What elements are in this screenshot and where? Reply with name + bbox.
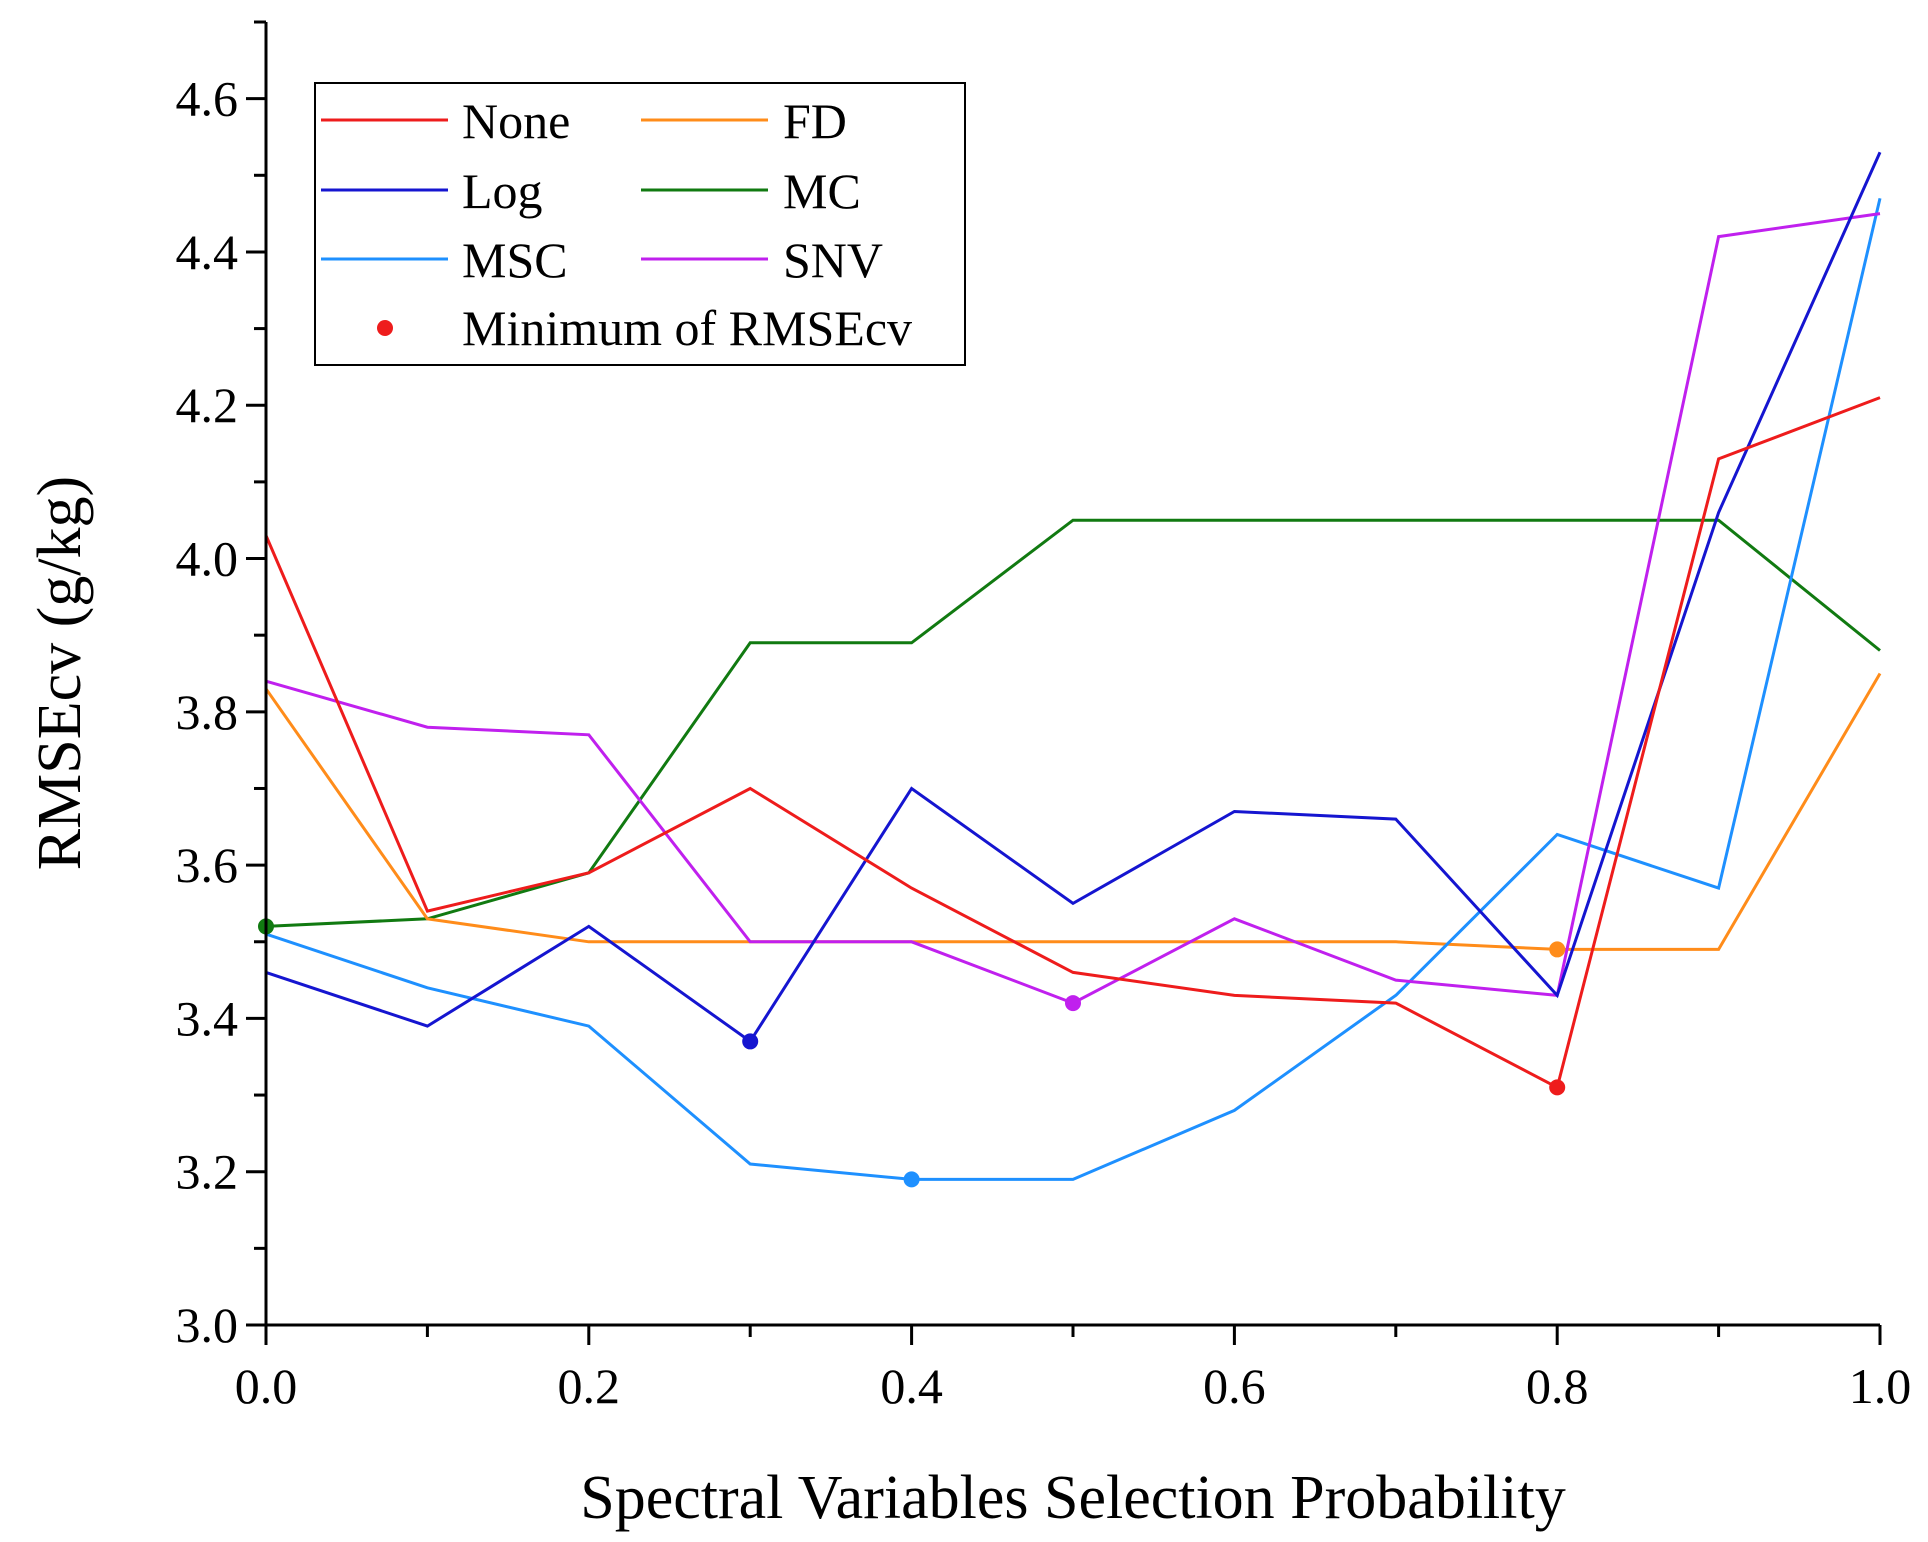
legend-label-fd: FD (783, 93, 847, 149)
minimum-marker-none (1549, 1079, 1566, 1096)
minimum-marker-msc (903, 1171, 920, 1188)
series-line-msc (265, 197, 1882, 1181)
x-tick-label: 0.4 (880, 1358, 943, 1414)
y-tick-label: 4.6 (176, 71, 239, 127)
minimum-marker-snv (1065, 995, 1081, 1012)
series-line-fd (264, 672, 1882, 951)
y-tick-label: 3.8 (176, 684, 239, 740)
x-ticks: 0.0 0.2 0.4 0.6 0.8 1.0 (235, 1325, 1912, 1414)
x-tick-label: 0.2 (558, 1358, 621, 1414)
y-tick-label: 4.2 (176, 377, 239, 433)
legend-label-log: Log (462, 163, 543, 219)
y-axis-title: RMSEcv (g/kg) (26, 476, 94, 870)
x-tick-label: 0.8 (1526, 1358, 1589, 1414)
minimum-markers (258, 918, 1566, 1188)
x-axis-title: Spectral Variables Selection Probability (580, 1464, 1565, 1532)
minimum-marker-fd (1549, 941, 1566, 958)
legend-label-none: None (462, 93, 570, 149)
legend-minimum-label: Minimum of RMSEcv (462, 300, 912, 356)
legend: None FD Log MC MSC SNV Minimum of RMSEcv (314, 82, 966, 366)
legend-label-snv: SNV (783, 232, 883, 288)
y-ticks: 3.0 3.2 3.4 3.6 3.8 4.0 4.2 4.4 4.6 (176, 20, 266, 1353)
series-line-log (265, 151, 1882, 1044)
y-tick-label: 3.4 (176, 990, 239, 1046)
y-tick-label: 4.0 (176, 531, 239, 587)
y-tick-label: 3.6 (176, 837, 239, 893)
legend-entries: None FD Log MC MSC SNV (321, 93, 883, 288)
y-tick-label: 3.0 (176, 1297, 239, 1353)
series-line-mc (265, 518, 1881, 928)
series-group (264, 151, 1882, 1181)
y-tick-label: 4.4 (176, 224, 239, 280)
minimum-marker-log (742, 1033, 759, 1050)
legend-minimum-dot (377, 320, 393, 336)
legend-box (314, 82, 966, 366)
legend-label-msc: MSC (462, 232, 568, 288)
x-tick-label: 1.0 (1849, 1358, 1912, 1414)
x-tick-label: 0.0 (235, 1358, 298, 1414)
x-tick-label: 0.6 (1203, 1358, 1266, 1414)
legend-label-mc: MC (783, 163, 861, 219)
y-tick-label: 3.2 (176, 1144, 239, 1200)
series-line-none (264, 396, 1881, 1090)
